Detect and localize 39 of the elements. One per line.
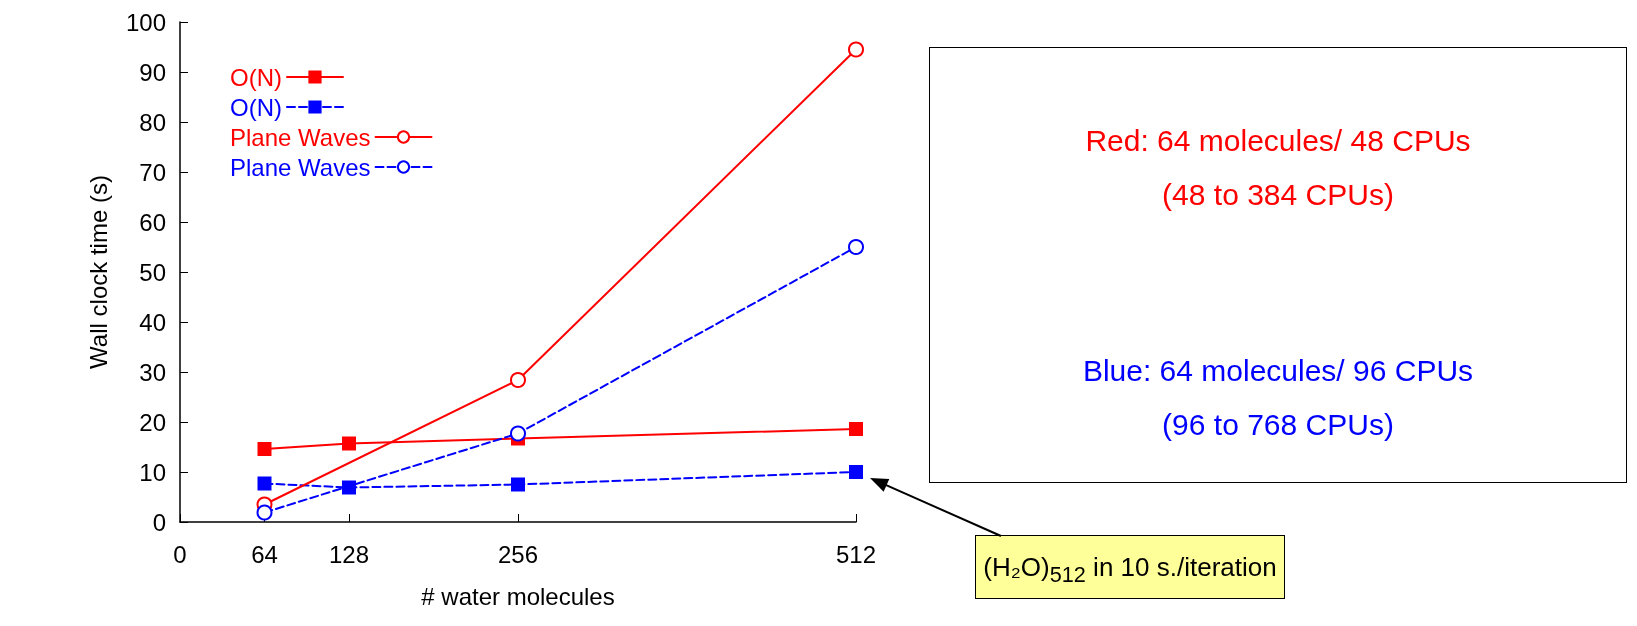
legend-label: Plane Waves: [229, 153, 371, 181]
x-tick-label: 64: [251, 540, 278, 568]
point: [257, 476, 272, 491]
point: [848, 239, 864, 255]
text: (48 to 384 CPUs): [1161, 178, 1395, 212]
point: [342, 480, 356, 495]
point: [511, 477, 525, 492]
x-tick-label: 128: [328, 540, 370, 568]
point: [257, 442, 272, 456]
y-tick-label: 80: [139, 108, 166, 136]
point: [510, 372, 526, 388]
y-tick-label: 60: [139, 208, 166, 236]
legend-label: Plane Waves: [229, 123, 371, 151]
y-tick-label: 0: [152, 508, 166, 536]
x-tick-label: 256: [497, 540, 539, 568]
point: [848, 41, 864, 58]
legend-label: O(N): [230, 63, 282, 91]
y-tick-label: 100: [125, 8, 166, 36]
point: [342, 436, 356, 451]
y-axis-title: Wall clock time (s): [84, 175, 112, 369]
y-tick-label: 20: [139, 408, 166, 436]
point: [849, 422, 863, 436]
y-tick-label: 70: [139, 158, 166, 186]
x-tick-label: 0: [173, 540, 187, 568]
point: [256, 504, 273, 521]
x-axis-title: # water molecules: [421, 582, 615, 610]
y-tick-label: 90: [139, 58, 166, 86]
y-tick-label: 50: [139, 258, 166, 286]
text: (96 to 768 CPUs): [1161, 408, 1395, 442]
text: Red: 64 molecules/ 48 CPUs: [1084, 124, 1472, 158]
point: [849, 465, 863, 479]
y-tick-label: 10: [139, 458, 166, 486]
legend-label: O(N): [230, 93, 282, 121]
text: (H₂O)$_{512}$ in 10 s./iteration: [975, 535, 1285, 599]
x-tick-label: 512: [835, 540, 877, 568]
y-tick-label: 40: [139, 308, 166, 336]
point: [510, 425, 526, 442]
y-tick-label: 30: [139, 358, 166, 386]
text: Blue: 64 molecules/ 96 CPUs: [1081, 354, 1475, 388]
